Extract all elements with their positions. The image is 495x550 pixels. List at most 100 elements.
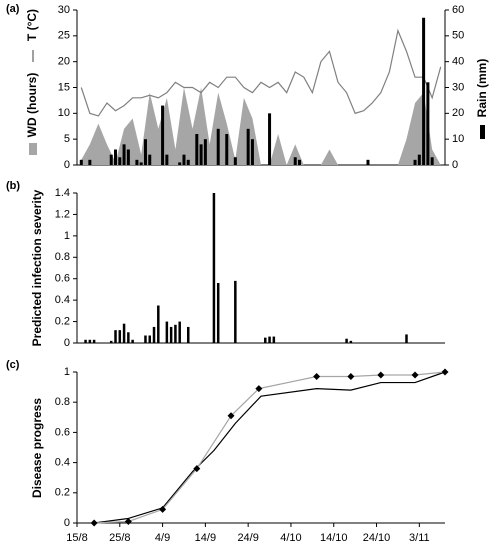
- marker: [377, 371, 385, 379]
- bar: [114, 149, 118, 165]
- y-tick-label: 0: [64, 337, 70, 349]
- bar: [405, 334, 408, 343]
- bar: [413, 159, 417, 165]
- bar: [216, 128, 220, 165]
- y-tick-label: 0.6: [55, 426, 70, 438]
- bar: [84, 339, 87, 343]
- x-tick-label: 24/10: [363, 532, 391, 544]
- y2-tick-label: 60: [452, 4, 464, 16]
- y-tick-label: 1.2: [55, 208, 70, 220]
- bar: [293, 157, 297, 165]
- panel-label: (c): [6, 359, 20, 371]
- marker: [313, 373, 321, 381]
- bar: [199, 144, 203, 165]
- marker: [347, 373, 355, 381]
- bar: [118, 157, 122, 165]
- y2-tick-label: 30: [452, 81, 464, 93]
- bar: [157, 305, 160, 343]
- bar: [126, 149, 130, 165]
- y-tick-label: 0: [64, 159, 70, 171]
- y-tick-label: 0.6: [55, 273, 70, 285]
- bar: [178, 321, 181, 343]
- bar: [118, 330, 122, 343]
- bar: [187, 326, 190, 343]
- y-tick-label: 1: [64, 230, 70, 242]
- y-tick-label: 0.4: [55, 294, 70, 306]
- line: [80, 28, 442, 117]
- y2-tick-label: 10: [452, 133, 464, 145]
- bar: [195, 134, 199, 165]
- y2-tick-label: 0: [452, 159, 458, 171]
- bar: [114, 330, 117, 343]
- marker: [227, 412, 235, 420]
- bar: [268, 336, 271, 343]
- x-tick-label: 14/10: [320, 532, 348, 544]
- bar: [234, 280, 237, 343]
- bar: [92, 339, 96, 343]
- bar: [144, 335, 147, 343]
- bar: [122, 323, 126, 343]
- x-tick-label: 24/9: [237, 532, 258, 544]
- y-tick-label: 1.4: [55, 187, 70, 199]
- y-tick-label: 0.8: [55, 396, 70, 408]
- bar: [264, 337, 267, 343]
- bar: [127, 332, 130, 343]
- axis-label: Disease progress: [30, 398, 44, 498]
- y2-tick-label: 40: [452, 56, 464, 68]
- y-tick-label: 0.2: [55, 315, 70, 327]
- panel-label: (b): [6, 180, 20, 192]
- legend-swatch: [480, 125, 485, 139]
- y-tick-label: 15: [58, 81, 70, 93]
- y-tick-label: 20: [58, 56, 70, 68]
- y-tick-label: 0.2: [55, 487, 70, 499]
- y2-tick-label: 50: [452, 30, 464, 42]
- bar: [417, 154, 421, 165]
- marker: [193, 465, 201, 473]
- marker: [255, 385, 263, 393]
- x-tick-label: 3/11: [409, 532, 430, 544]
- bar: [169, 326, 173, 343]
- marker: [159, 505, 167, 513]
- x-tick-label: 25/8: [109, 532, 130, 544]
- x-tick-label: 4/10: [280, 532, 301, 544]
- y2-tick-label: 20: [452, 107, 464, 119]
- bar: [88, 339, 92, 343]
- bar: [165, 321, 169, 343]
- panel-label: (a): [6, 3, 20, 15]
- bar: [225, 134, 229, 165]
- marker: [441, 368, 449, 376]
- bar: [122, 144, 126, 165]
- axis-label: WD (hours): [25, 73, 39, 138]
- y-tick-label: 30: [58, 4, 70, 16]
- bar: [165, 154, 169, 165]
- bar: [250, 139, 254, 165]
- y-tick-label: 25: [58, 30, 70, 42]
- bar: [426, 82, 430, 165]
- bar: [212, 193, 216, 343]
- marker: [90, 519, 98, 527]
- bar: [109, 154, 113, 165]
- y-tick-label: 10: [58, 107, 70, 119]
- x-tick-label: 15/8: [66, 532, 87, 544]
- bar: [298, 159, 302, 165]
- bar: [268, 113, 272, 165]
- bar: [148, 154, 152, 165]
- bar: [216, 283, 220, 343]
- bar: [143, 139, 147, 165]
- bar: [135, 159, 139, 165]
- bar: [131, 339, 134, 343]
- y-tick-label: 0.4: [55, 457, 70, 469]
- bar: [161, 105, 165, 165]
- bar: [430, 157, 434, 165]
- bar: [148, 335, 151, 343]
- bar: [174, 324, 177, 343]
- bar: [182, 154, 186, 165]
- y-tick-label: 5: [64, 133, 70, 145]
- axis-label: Predicted infection severity: [30, 189, 44, 346]
- bar: [366, 159, 370, 165]
- legend-swatch: [29, 143, 37, 155]
- bar: [79, 159, 83, 165]
- bar: [203, 139, 207, 165]
- line: [94, 371, 446, 524]
